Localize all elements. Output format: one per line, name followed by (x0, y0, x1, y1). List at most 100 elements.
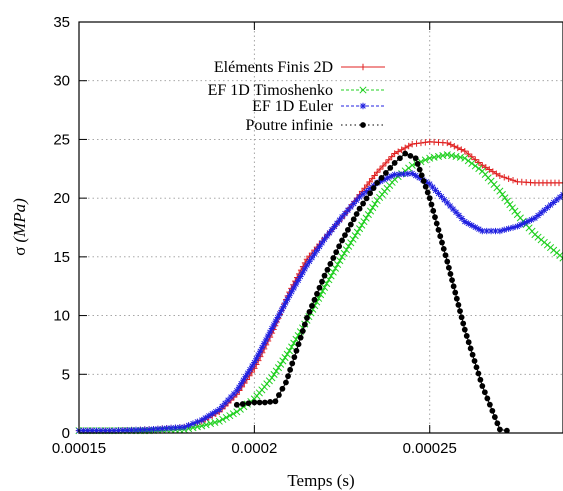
data-point (421, 156, 429, 164)
data-point (304, 315, 310, 321)
data-point (330, 255, 337, 261)
data-point (471, 358, 478, 364)
data-point (416, 166, 423, 173)
data-point (340, 249, 348, 257)
data-point (270, 321, 278, 329)
data-point (461, 218, 468, 225)
data-point (288, 343, 296, 351)
data-point (435, 226, 442, 233)
data-point (486, 166, 493, 173)
data-point (454, 144, 461, 152)
data-point (418, 172, 425, 179)
data-point (378, 174, 385, 181)
series-ef-1d-euler (75, 170, 563, 434)
data-point (505, 175, 512, 182)
data-point (463, 333, 470, 339)
data-point (289, 360, 296, 367)
data-point (447, 141, 454, 148)
data-point (257, 347, 264, 355)
data-point (229, 410, 237, 418)
data-point (242, 373, 249, 380)
data-point (366, 185, 374, 192)
data-point (295, 277, 302, 284)
data-point (280, 303, 287, 310)
data-point (313, 247, 321, 254)
data-point (366, 207, 375, 215)
data-point (438, 193, 445, 200)
data-point (461, 326, 468, 333)
data-point (385, 156, 393, 163)
data-point (511, 207, 519, 215)
data-point (185, 422, 192, 429)
data-point (387, 173, 395, 180)
data-point (501, 226, 508, 234)
data-point (336, 216, 343, 224)
data-point (189, 420, 197, 427)
data-point (544, 204, 551, 211)
data-point (283, 350, 291, 358)
data-point (316, 284, 323, 291)
data-point (176, 424, 184, 431)
data-point (274, 364, 283, 372)
data-point (391, 160, 398, 166)
data-point (405, 142, 412, 150)
data-point (331, 264, 340, 272)
data-point (449, 277, 455, 284)
plot-frame (78, 21, 563, 434)
data-point (402, 150, 409, 157)
data-point (524, 218, 532, 225)
data-point (373, 169, 381, 176)
data-point (465, 150, 472, 158)
legend-marker (359, 63, 367, 71)
data-point (439, 152, 447, 160)
data-point (550, 199, 557, 206)
data-point (150, 425, 157, 433)
data-point (311, 296, 318, 303)
data-point (447, 271, 454, 277)
data-point (395, 171, 403, 178)
data-point (299, 328, 306, 334)
data-point (274, 314, 281, 321)
data-point (465, 339, 472, 346)
data-point (397, 155, 403, 162)
legend-label: Poutre infinie (245, 117, 333, 134)
data-point (432, 187, 439, 194)
data-point (251, 359, 258, 366)
data-point (297, 273, 304, 280)
data-point (251, 399, 258, 406)
data-point (198, 416, 205, 424)
data-point (553, 196, 560, 204)
data-point (328, 226, 336, 233)
data-point (341, 210, 349, 217)
data-point (422, 139, 429, 146)
data-point (255, 351, 262, 359)
data-point (430, 153, 438, 161)
data-point (253, 355, 260, 362)
data-point (508, 204, 516, 212)
ticks: 0.00015 0.0002 0.00025 0 5 10 15 20 25 30 35 (52, 14, 457, 457)
data-point (327, 261, 334, 267)
data-point (382, 159, 390, 167)
data-point (221, 400, 229, 407)
data-point (360, 200, 366, 207)
data-point (338, 213, 346, 221)
data-point (455, 301, 462, 308)
data-point (514, 223, 521, 230)
data-point (475, 370, 482, 377)
data-point (281, 353, 289, 362)
data-point (246, 372, 253, 379)
data-point (262, 336, 270, 344)
data-point (369, 203, 377, 212)
data-point (248, 362, 256, 370)
data-point (279, 385, 286, 392)
data-point (284, 296, 291, 303)
data-point (458, 314, 465, 321)
data-point (451, 143, 458, 150)
data-point (461, 154, 469, 162)
data-point (401, 144, 409, 152)
data-point (358, 221, 366, 229)
data-point (559, 254, 563, 262)
data-point (202, 414, 209, 422)
data-point (445, 264, 452, 271)
